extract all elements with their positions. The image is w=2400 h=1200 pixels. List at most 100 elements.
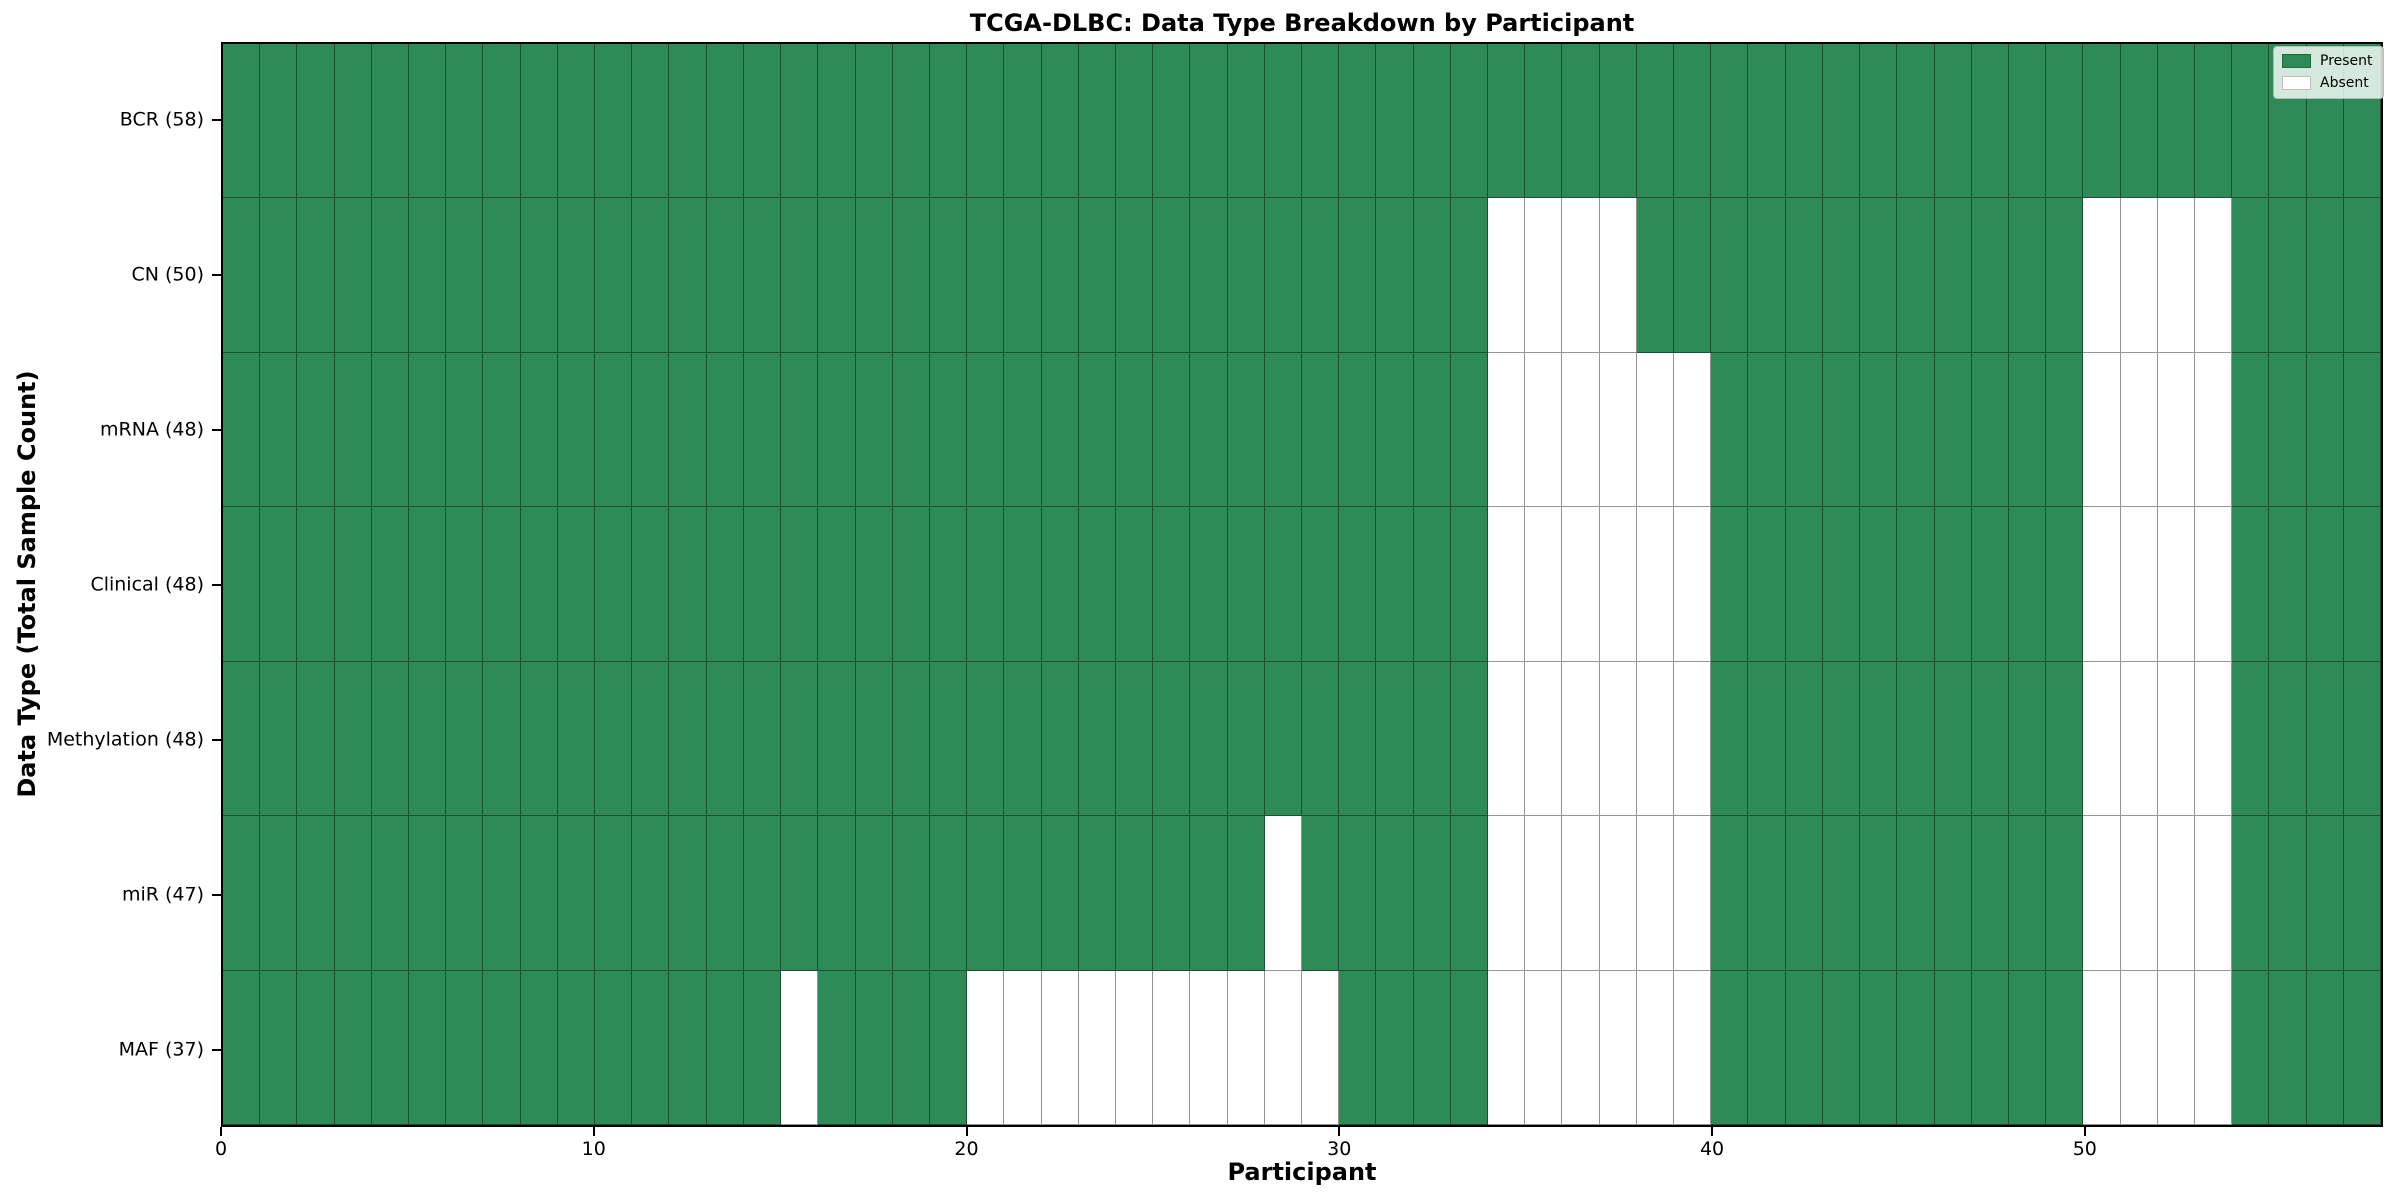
heatmap-cell <box>743 816 782 971</box>
y-tick-mark <box>212 428 221 431</box>
heatmap-cell <box>632 198 670 353</box>
heatmap-cell <box>1041 198 1079 353</box>
x-tick-mark <box>220 1127 222 1136</box>
heatmap-cell <box>1004 507 1042 662</box>
heatmap-cell <box>2157 816 2195 971</box>
heatmap-cell <box>1525 507 1563 662</box>
heatmap-cell <box>2269 198 2307 353</box>
heatmap-cell <box>1785 44 1823 199</box>
heatmap-cell <box>855 507 893 662</box>
heatmap-cell <box>2046 44 2084 199</box>
heatmap-cell <box>1078 198 1116 353</box>
legend: Present Absent <box>2273 46 2384 99</box>
heatmap-cell <box>1264 352 1302 508</box>
y-tick-label: miR (47) <box>121 883 204 906</box>
heatmap-cell <box>2232 507 2270 662</box>
heatmap-cell <box>1525 352 1563 508</box>
heatmap-cell <box>818 352 856 508</box>
y-tick-mark <box>212 893 221 896</box>
heatmap-cell <box>1525 44 1563 199</box>
x-tick-label: 30 <box>1327 1138 1352 1160</box>
heatmap-cell <box>632 44 670 199</box>
heatmap-cell <box>967 661 1005 817</box>
heatmap-cell <box>2194 816 2233 971</box>
heatmap-cell <box>2008 44 2047 199</box>
heatmap-cell <box>409 352 447 508</box>
heatmap-cell <box>706 816 744 971</box>
heatmap-cell <box>855 970 893 1125</box>
heatmap-cell <box>1822 44 1861 199</box>
heatmap-cell <box>2343 198 2381 353</box>
heatmap-cell <box>1860 661 1898 817</box>
heatmap-cell <box>1934 507 1972 662</box>
heatmap-cell <box>334 198 372 353</box>
heatmap-cell <box>483 970 521 1125</box>
heatmap-cell <box>1190 816 1228 971</box>
heatmap-cell <box>334 507 372 662</box>
heatmap-cell <box>2046 507 2084 662</box>
heatmap-cell <box>520 507 558 662</box>
heatmap-cell <box>1897 44 1935 199</box>
heatmap-cell <box>669 970 707 1125</box>
heatmap-cell <box>743 44 782 199</box>
heatmap-cell <box>892 352 930 508</box>
heatmap-cell <box>595 198 633 353</box>
heatmap-cell <box>1339 198 1377 353</box>
heatmap-cell <box>1078 661 1116 817</box>
heatmap-cell <box>929 816 968 971</box>
heatmap-cell <box>2008 661 2047 817</box>
y-tick-label: Clinical (48) <box>90 573 204 596</box>
heatmap-cell <box>1971 661 2009 817</box>
heatmap-cell <box>1413 661 1451 817</box>
plot-area <box>221 42 2383 1127</box>
heatmap-cell <box>1525 198 1563 353</box>
heatmap-cell <box>1302 816 1340 971</box>
heatmap-cell <box>2157 352 2195 508</box>
heatmap-cell <box>2343 661 2381 817</box>
heatmap-cell <box>1822 661 1861 817</box>
heatmap-cell <box>1413 970 1451 1125</box>
heatmap-cell <box>2343 352 2381 508</box>
heatmap-cell <box>1115 661 1154 817</box>
heatmap-cell <box>1227 44 1265 199</box>
heatmap-cell <box>2008 198 2047 353</box>
heatmap-cell <box>1525 661 1563 817</box>
heatmap-cell <box>929 44 968 199</box>
heatmap-cell <box>1302 44 1340 199</box>
heatmap-cell <box>1115 507 1154 662</box>
heatmap-cell <box>1488 661 1526 817</box>
heatmap-cell <box>2157 198 2195 353</box>
heatmap-cell <box>2194 44 2233 199</box>
heatmap-cell <box>1227 198 1265 353</box>
heatmap-cell <box>2306 816 2344 971</box>
heatmap-cell <box>1302 507 1340 662</box>
y-tick-mark <box>212 738 221 741</box>
heatmap-cell <box>892 507 930 662</box>
heatmap-cell <box>2306 507 2344 662</box>
heatmap-cell <box>446 970 484 1125</box>
heatmap-cell <box>446 661 484 817</box>
heatmap-cell <box>743 352 782 508</box>
heatmap-cell <box>1376 970 1414 1125</box>
heatmap-cell <box>1525 816 1563 971</box>
heatmap-cell <box>260 507 298 662</box>
heatmap-cell <box>818 507 856 662</box>
heatmap-cell <box>1971 970 2009 1125</box>
heatmap-cell <box>2046 352 2084 508</box>
heatmap-cell <box>1860 507 1898 662</box>
heatmap-cell <box>1227 661 1265 817</box>
x-tick-label: 40 <box>1699 1138 1725 1160</box>
heatmap-cell <box>2269 816 2307 971</box>
heatmap-cell <box>1264 661 1302 817</box>
heatmap-cell <box>2120 816 2158 971</box>
heatmap-cell <box>1599 970 1637 1125</box>
heatmap-cell <box>1674 44 1712 199</box>
heatmap-cell <box>781 507 819 662</box>
heatmap-cell <box>595 816 633 971</box>
heatmap-cell <box>632 661 670 817</box>
heatmap-cell <box>409 198 447 353</box>
heatmap-cell <box>371 352 410 508</box>
heatmap-cell <box>2083 816 2121 971</box>
y-tick-label: mRNA (48) <box>100 418 204 441</box>
heatmap-cell <box>557 352 596 508</box>
